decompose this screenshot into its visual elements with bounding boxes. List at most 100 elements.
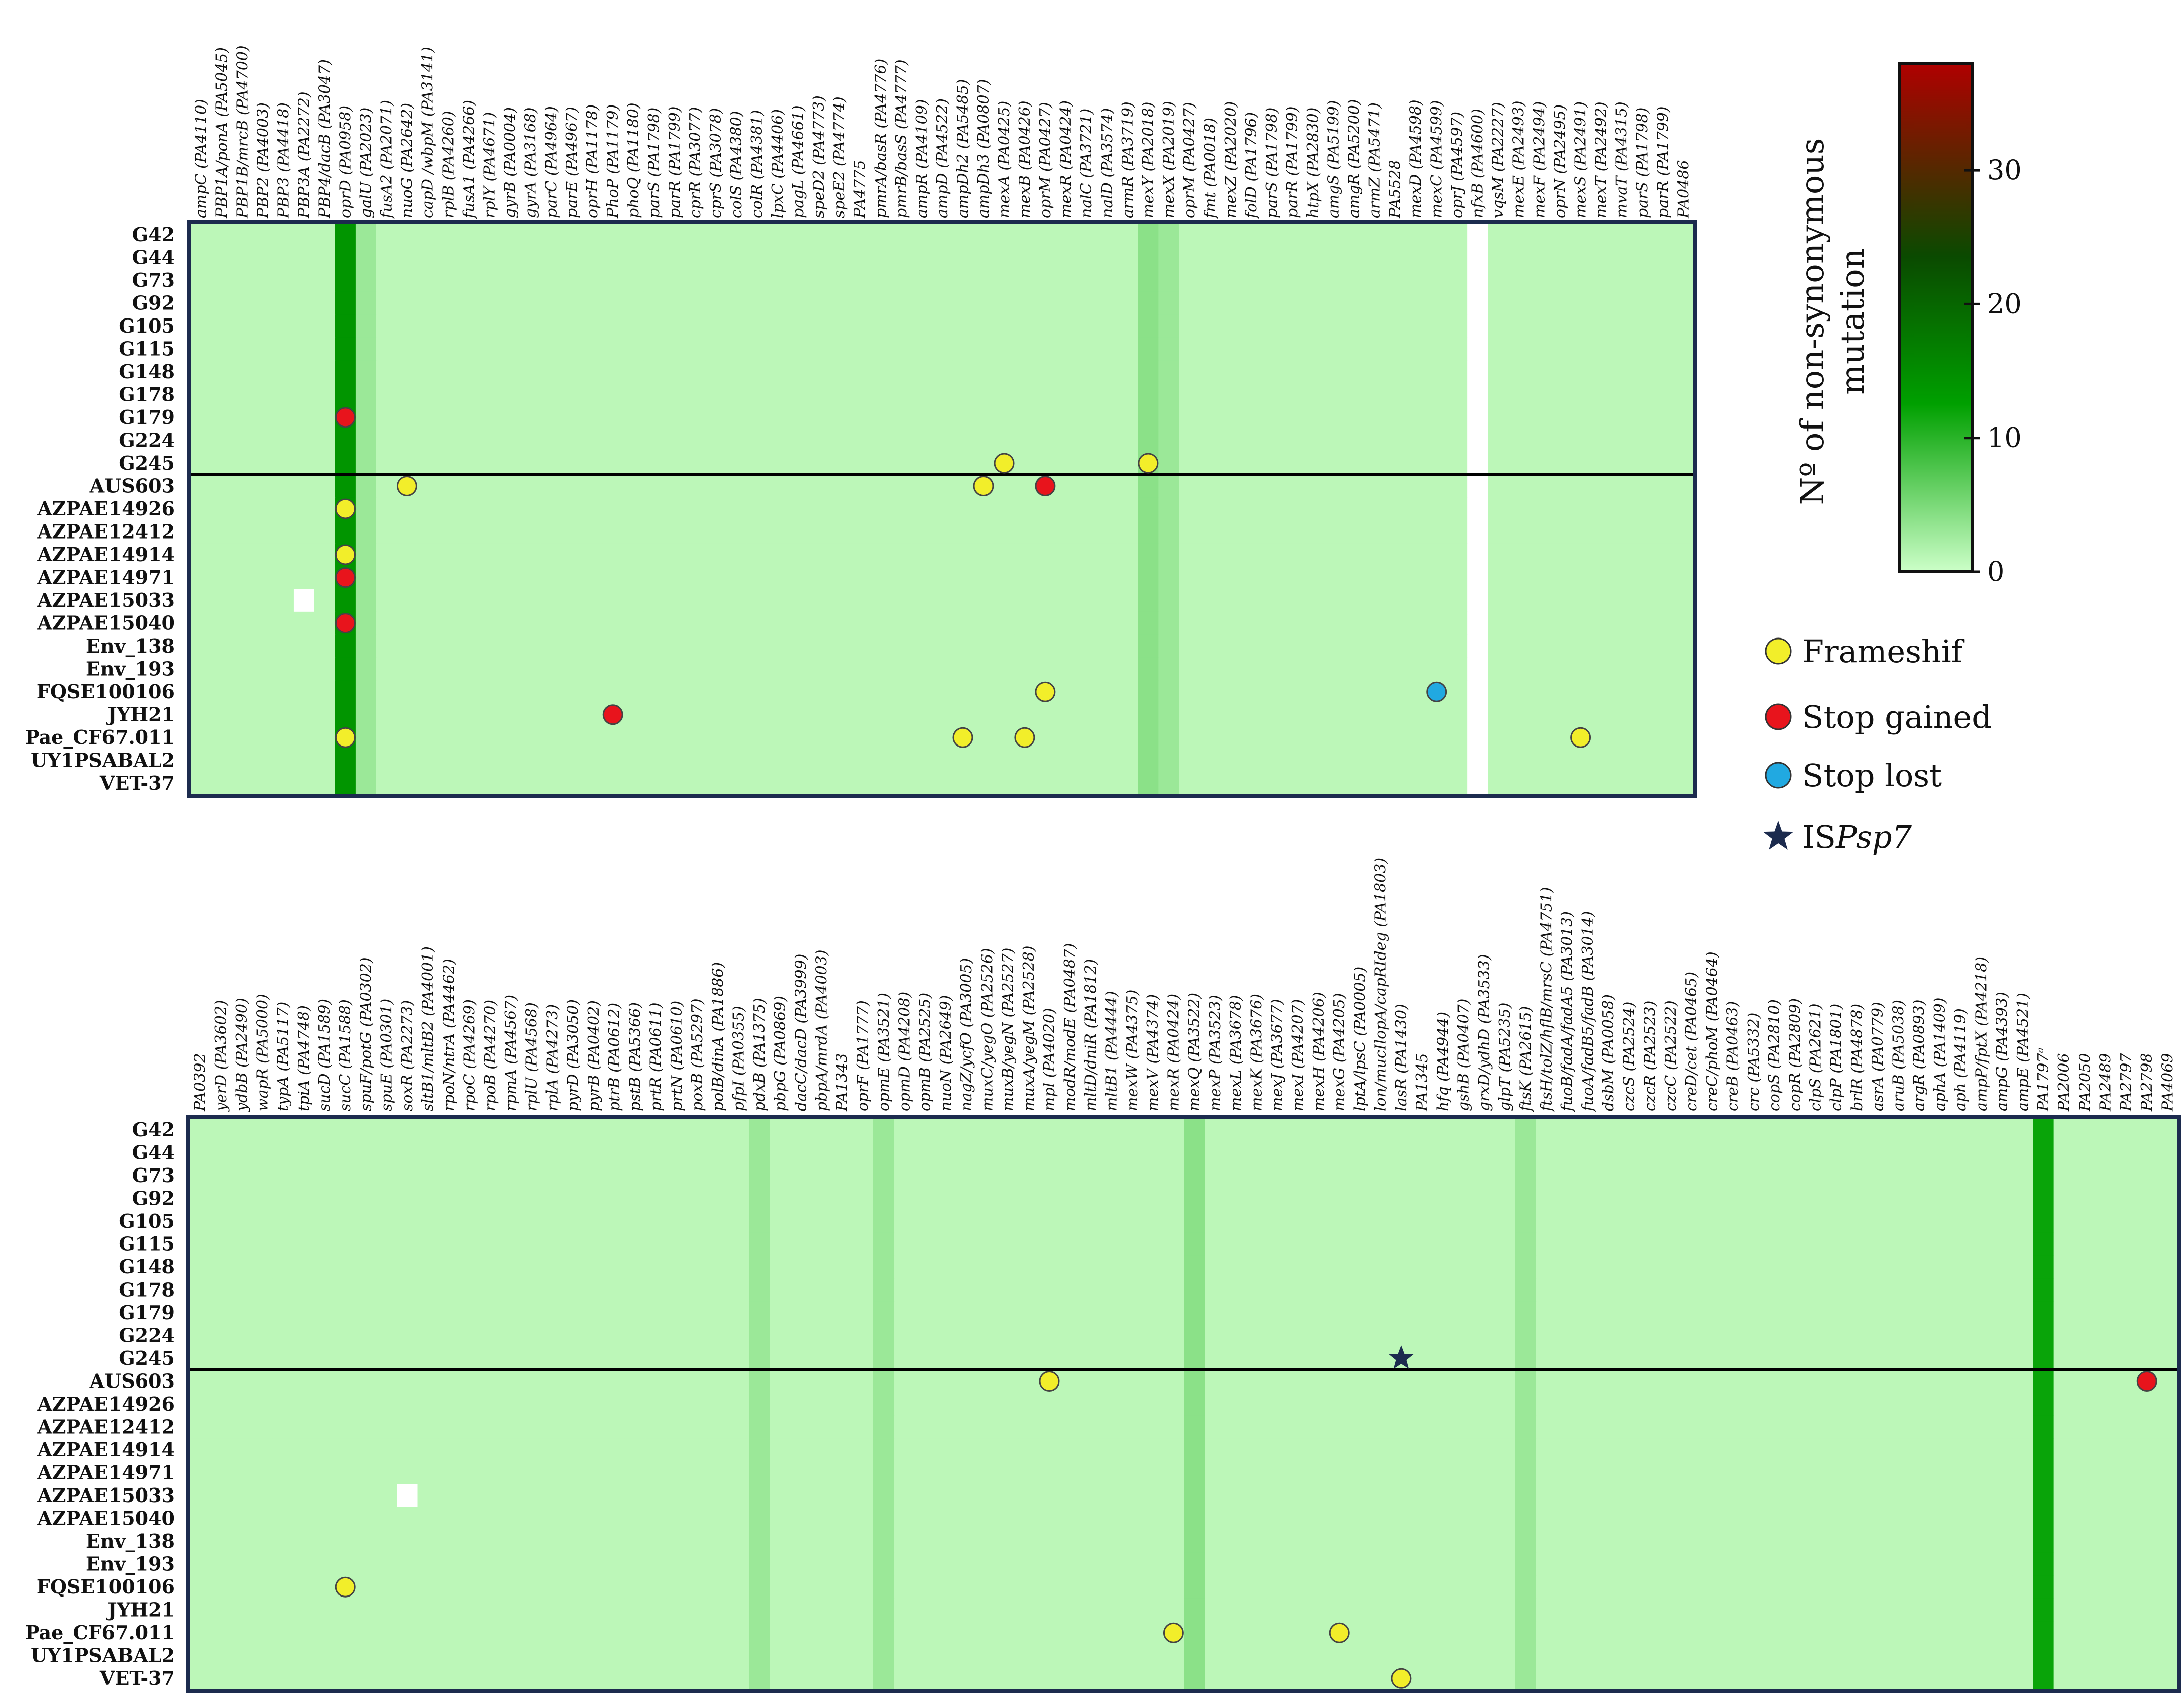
cell-bottom-g44-pa4069 — [2157, 1141, 2178, 1164]
cell-top-g73-rply-pa4671 — [479, 269, 500, 292]
cell-top-vet-37-lpxc-pa4406 — [767, 772, 789, 795]
cell-top-g44-rplb-pa4260 — [438, 246, 459, 269]
cell-bottom-g179-ampg-pa4393 — [1991, 1301, 2013, 1325]
cell-bottom-pae-cf67-011-ftsk-pa2615 — [1515, 1621, 1537, 1645]
cell-bottom-g73-copr-pa2809 — [1784, 1164, 1806, 1188]
cell-bottom-g245-rpma-pa4567 — [500, 1347, 522, 1370]
cell-bottom-g42-oprf-pa1777 — [852, 1118, 874, 1142]
gene-label-top-mexd-pa4598: mexD (PA4598) — [1407, 99, 1425, 218]
cell-bottom-azpae14926-cops-pa2810 — [1764, 1393, 1785, 1416]
cell-bottom-g245-arub-pa5038 — [1888, 1347, 1909, 1370]
cell-top-azpae14971-ampr-pa4109 — [911, 566, 933, 589]
cell-top-azpae15033-mexb-pa0426 — [1014, 589, 1036, 612]
cell-top-vet-37-mexz-pa2020 — [1220, 772, 1241, 795]
cell-top-azpae14971-ampdh3-pa0807 — [973, 566, 995, 589]
cell-top-g73-mexd-pa4598 — [1405, 269, 1427, 292]
cell-bottom-g245-mpl-pa4020 — [1039, 1347, 1060, 1370]
cell-bottom-vet-37-dacc-dacd-pa3999 — [790, 1667, 812, 1690]
cell-bottom-uy1psabal2-rpma-pa4567 — [500, 1644, 522, 1668]
cell-bottom-pae-cf67-011-mltd-dnir-pa1812 — [1080, 1621, 1102, 1645]
row-label-bottom-azpae14971: AZPAE14971 — [37, 1461, 175, 1484]
cell-bottom-aus603-mexh-pa4206 — [1308, 1369, 1330, 1393]
cell-bottom-azpae14926-arub-pa5038 — [1888, 1393, 1909, 1416]
cell-top-azpae12412-ampc-pa4110 — [191, 520, 212, 544]
cell-bottom-g44-nuon-pa2649 — [935, 1141, 957, 1164]
cell-bottom-env-193-hfq-pa4944 — [1432, 1552, 1454, 1576]
cell-bottom-env-193-copr-pa2809 — [1784, 1552, 1806, 1576]
cell-top-g148-cprr-pa3077 — [685, 360, 706, 384]
cell-bottom-jyh21-ptrb-pa0612 — [604, 1598, 625, 1622]
cell-bottom-fqse100106-glpt-pa5235 — [1494, 1575, 1516, 1599]
cell-bottom-g73-sucd-pa1589 — [314, 1164, 336, 1188]
cell-top-jyh21-nalc-pa3721 — [1076, 703, 1097, 727]
cell-bottom-jyh21-fuob-fada-fada5-pa3013 — [1557, 1598, 1578, 1622]
cell-top-vet-37-ampd-pa4522 — [932, 772, 953, 795]
cell-bottom-g105-ftsk-pa2615 — [1515, 1210, 1537, 1233]
cell-bottom-aus603-polb-dina-pa1886 — [707, 1369, 729, 1393]
cell-top-azpae15040-cprs-pa3078 — [705, 611, 727, 635]
cell-top-g148-gyra-pa3168 — [520, 360, 541, 384]
cell-bottom-g92-mexj-pa3677 — [1266, 1187, 1288, 1210]
cell-bottom-fqse100106-cred-cet-pa0465 — [1681, 1575, 1702, 1599]
cell-top-pae-cf67-011-pa5528 — [1385, 726, 1406, 750]
cell-bottom-g42-pa2798 — [2136, 1118, 2158, 1142]
cell-top-g115-oprj-pa4597 — [1447, 337, 1468, 361]
cell-top-g148-nfxb-pa4600 — [1467, 360, 1488, 384]
cell-bottom-azpae15040-mexw-pa4375 — [1122, 1507, 1143, 1530]
cell-top-aus603-parr-pa1799 — [664, 474, 686, 498]
cell-bottom-uy1psabal2-typa-pa5117 — [272, 1644, 294, 1668]
cell-top-g245-capd-wbpm-pa3141 — [417, 452, 439, 475]
cell-bottom-fqse100106-crec-phom-pa0464 — [1701, 1575, 1723, 1599]
cell-top-azpae14914-pmrb-bass-pa4777 — [891, 543, 912, 567]
cell-top-jyh21-capd-wbpm-pa3141 — [417, 703, 439, 727]
cell-bottom-g224-rpma-pa4567 — [500, 1324, 522, 1347]
cell-top-azpae12412-mext-pa2492 — [1591, 520, 1612, 544]
cell-top-azpae14926-ampr-pa4109 — [911, 497, 933, 521]
cell-bottom-g42-dacc-dacd-pa3999 — [790, 1118, 812, 1142]
cell-bottom-azpae15040-wapr-pa5000 — [252, 1507, 273, 1530]
cell-top-g73-htpx-pa2830 — [1302, 269, 1324, 292]
gene-label-bottom-asra-pa0779: asrA (PA0779) — [1869, 1002, 1887, 1111]
cell-bottom-g105-cops-pa2810 — [1764, 1210, 1785, 1233]
cell-bottom-g224-arub-pa5038 — [1888, 1324, 1909, 1347]
cell-bottom-fqse100106-mexv-pa4374 — [1142, 1575, 1164, 1599]
cell-top-g92-fusa2-pa2071 — [376, 291, 397, 315]
cell-top-env-138-cols-pa4380 — [726, 634, 747, 658]
cell-top-g245-ampr-pa4109 — [911, 452, 933, 475]
cell-bottom-g178-mltd-dnir-pa1812 — [1080, 1278, 1102, 1302]
cell-top-aus603-oprn-pa2495 — [1550, 474, 1571, 498]
cell-bottom-g245-nagz-ycfo-pa3005 — [956, 1347, 977, 1370]
gene-label-top-nuog-pa2642: nuoG (PA2642) — [398, 103, 416, 218]
cell-top-aus603-pmrb-bass-pa4777 — [891, 474, 912, 498]
cell-top-azpae14914-mexf-pa2494 — [1529, 543, 1550, 567]
cell-top-azpae14971-oprh-pa1178 — [582, 566, 603, 589]
gene-label-top-nald-pa3574: nalD (PA3574) — [1099, 108, 1116, 218]
cell-top-azpae12412-pars-pa1798 — [643, 520, 665, 544]
cell-top-g92-pbp1b-mrcb-pa4700 — [232, 291, 253, 315]
cell-bottom-g179-pyrd-pa3050 — [563, 1301, 584, 1325]
cell-top-env-193-pagl-pa4661 — [788, 657, 809, 681]
cell-top-jyh21-mexy-pa2018 — [1138, 703, 1159, 727]
cell-bottom-env-193-fuob-fada-fada5-pa3013 — [1557, 1552, 1578, 1576]
cell-bottom-azpae14926-dsbm-pa0058 — [1598, 1393, 1619, 1416]
cell-bottom-g44-opme-pa3521 — [873, 1141, 895, 1164]
cell-top-g148-fusa1-pa4266 — [458, 360, 480, 384]
cell-bottom-azpae15040-dacc-dacd-pa3999 — [790, 1507, 812, 1530]
cell-top-g105-pars-pa1798 — [643, 314, 665, 338]
cell-bottom-g224-asra-pa0779 — [1867, 1324, 1889, 1347]
cell-bottom-g178-pa1343 — [832, 1278, 853, 1302]
cell-bottom-g148-dsbm-pa0058 — [1598, 1255, 1619, 1279]
cell-top-uy1psabal2-fmt-pa0018 — [1199, 749, 1221, 773]
cell-top-uy1psabal2-pmra-basr-pa4776 — [870, 749, 892, 773]
cell-bottom-uy1psabal2-rpon-ntra-pa4462 — [438, 1644, 460, 1668]
cell-bottom-g179-pa2798 — [2136, 1301, 2158, 1325]
cell-bottom-fqse100106-rpla-pa4273 — [541, 1575, 563, 1599]
cell-bottom-g148-hfq-pa4944 — [1432, 1255, 1454, 1279]
cell-bottom-g178-fuoa-fadb5-fadb-pa3014 — [1577, 1278, 1599, 1302]
cell-bottom-g179-argr-pa0893 — [1909, 1301, 1930, 1325]
cell-top-g224-pars-pa1798 — [1261, 429, 1282, 452]
cell-top-g245-pare-pa4967 — [561, 452, 583, 475]
cell-bottom-aus603-mexr-pa0424 — [1163, 1369, 1184, 1393]
cell-bottom-azpae12412-pa2006 — [2053, 1415, 2075, 1439]
cell-bottom-azpae12412-grxd-ydhd-pa3533 — [1474, 1415, 1495, 1439]
